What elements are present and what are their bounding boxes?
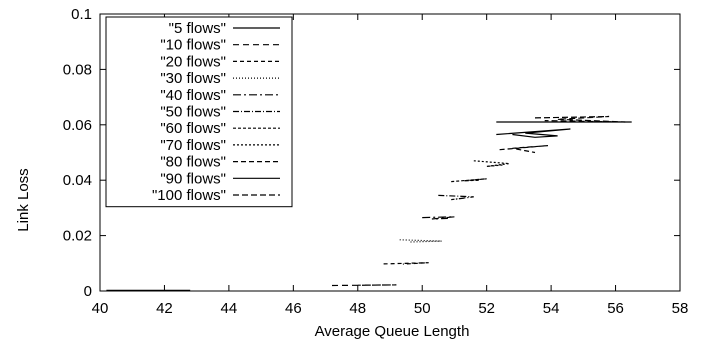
series-line-9 — [496, 128, 571, 138]
y-tick-label: 0 — [84, 283, 92, 300]
y-tick-label: 0.08 — [63, 61, 92, 78]
x-tick-label: 40 — [92, 300, 109, 317]
legend-label: "60 flows" — [160, 120, 226, 137]
x-tick-label: 50 — [414, 300, 431, 317]
x-tick-label: 56 — [607, 300, 624, 317]
legend-label: "10 flows" — [160, 37, 226, 54]
y-tick-label: 0.06 — [63, 117, 92, 134]
legend-label: "80 flows" — [160, 154, 226, 171]
x-tick-label: 48 — [349, 300, 366, 317]
legend-label: "20 flows" — [160, 53, 226, 70]
series-line-4 — [422, 216, 455, 220]
y-tick-label: 0.1 — [71, 6, 92, 23]
series-lines — [106, 115, 632, 291]
series-line-8 — [499, 145, 548, 154]
x-axis-label: Average Queue Length — [315, 323, 470, 340]
y-axis-label: Link Loss — [15, 168, 32, 231]
legend-label: "70 flows" — [160, 137, 226, 154]
legend-label: "50 flows" — [160, 104, 226, 121]
y-tick-label: 0.02 — [63, 228, 92, 245]
x-tick-label: 54 — [543, 300, 560, 317]
tick-marks: 40 42 44 46 48 50 52 54 56 58 0 0.02 0.04 0.06 0.08 0.1 — [63, 6, 689, 317]
legend-label: "40 flows" — [160, 87, 226, 104]
x-tick-label: 46 — [285, 300, 302, 317]
legend-label: "90 flows" — [160, 170, 226, 187]
series-line-1 — [331, 284, 397, 287]
series-line-7 — [473, 160, 510, 167]
x-tick-label: 52 — [478, 300, 495, 317]
y-tick-label: 0.04 — [63, 172, 92, 189]
legend-label: "100 flows" — [152, 187, 226, 204]
axes — [99, 13, 681, 292]
legend-label: "5 flows" — [169, 20, 226, 37]
x-tick-label: 44 — [221, 300, 238, 317]
plot-frame — [99, 13, 681, 292]
series-line-3 — [399, 239, 442, 243]
series-line-6 — [451, 178, 487, 183]
series-line-5 — [438, 194, 474, 201]
series-line-2 — [383, 262, 429, 265]
series-line-10 — [534, 115, 626, 123]
legend: "5 flows""10 flows""20 flows""30 flows""… — [105, 16, 293, 208]
x-tick-label: 42 — [156, 300, 173, 317]
x-tick-label: 58 — [672, 300, 689, 317]
legend-label: "30 flows" — [160, 70, 226, 87]
